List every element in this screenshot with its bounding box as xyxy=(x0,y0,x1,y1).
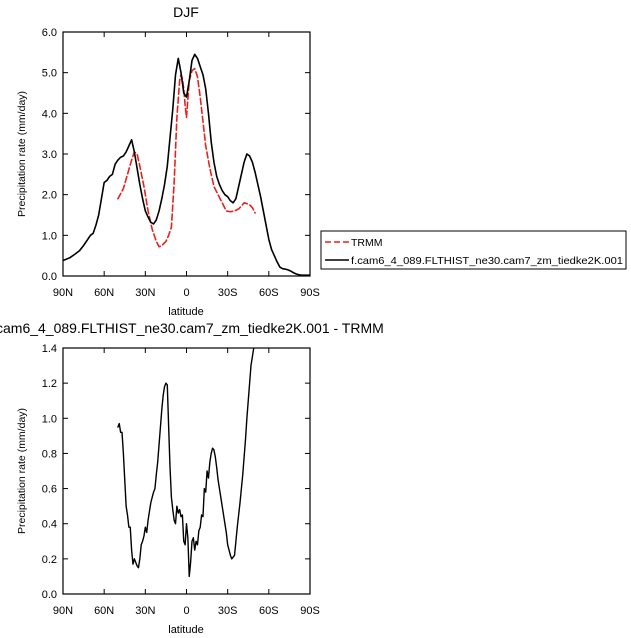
series-line-difference xyxy=(117,348,255,578)
series-line-model xyxy=(63,53,310,276)
series-line-trmm xyxy=(117,67,256,248)
y-tick-label: 4.0 xyxy=(42,108,57,120)
axes-group: 90N 60N 30N 0 30S 60S 90S 0.0 0.2 0.4 0.6 0.8 1.0 1.2… xyxy=(42,343,320,617)
x-tick-label: 60S xyxy=(259,287,279,299)
legend-label-trmm: TRMM xyxy=(351,237,383,249)
x-tick-label: 60S xyxy=(259,605,279,617)
legend-box xyxy=(320,230,627,270)
y-tick-label: 1.4 xyxy=(42,343,57,355)
chart-panel-bottom: f.cam6_4_089.FLTHIST_ne30.cam7_zm_tiedke… xyxy=(0,320,384,636)
y-tick-label: 1.0 xyxy=(42,413,57,425)
chart-title-difference: f.cam6_4_089.FLTHIST_ne30.cam7_zm_tiedke… xyxy=(0,320,384,336)
y-axis-label: Precipitation rate (mm/day) xyxy=(16,408,28,534)
y-tick-label: 0.0 xyxy=(42,271,57,283)
chart-panel-top: DJF 90N 60N 30N 0 30S 60S 90S 0.0 1.0 2.0 3.0 4.0 5.… xyxy=(16,4,320,318)
plot-frame xyxy=(62,31,311,277)
x-tick-label: 30N xyxy=(135,605,155,617)
x-axis-label: latitude xyxy=(168,624,203,636)
x-tick-label: 60N xyxy=(94,605,114,617)
y-tick-label: 5.0 xyxy=(42,68,57,80)
y-tick-label: 3.0 xyxy=(42,149,57,161)
y-tick-label: 1.0 xyxy=(42,230,57,242)
y-tick-label: 0.2 xyxy=(42,554,57,566)
axes-group: 90N 60N 30N 0 30S 60S 90S 0.0 1.0 2.0 3.0 4.0 5.0 6.0 xyxy=(42,27,320,299)
y-axis-label: Precipitation rate (mm/day) xyxy=(16,91,28,217)
y-tick-label: 2.0 xyxy=(42,190,57,202)
y-tick-label: 6.0 xyxy=(42,27,57,39)
series-group xyxy=(63,53,310,276)
y-tick-label: 0.8 xyxy=(42,448,57,460)
y-tick-label: 0.6 xyxy=(42,484,57,496)
x-tick-label: 60N xyxy=(94,287,114,299)
chart-title: DJF xyxy=(173,4,199,20)
x-tick-label: 90N xyxy=(53,605,73,617)
x-tick-label: 30S xyxy=(218,605,238,617)
x-tick-label: 0 xyxy=(183,287,189,299)
y-tick-label: 0.4 xyxy=(42,519,57,531)
x-tick-label: 90N xyxy=(53,287,73,299)
x-tick-label: 90S xyxy=(300,605,320,617)
x-tick-label: 30S xyxy=(218,287,238,299)
x-tick-label: 0 xyxy=(183,605,189,617)
y-tick-label: 0.0 xyxy=(42,589,57,601)
legend-label-model: f.cam6_4_089.FLTHIST_ne30.cam7_zm_tiedke… xyxy=(351,255,623,267)
x-axis-label: latitude xyxy=(168,306,203,318)
series-group xyxy=(117,348,255,578)
x-tick-label: 30N xyxy=(135,287,155,299)
plot-frame xyxy=(62,347,311,595)
legend: TRMM f.cam6_4_089.FLTHIST_ne30.cam7_zm_t… xyxy=(320,230,627,270)
y-tick-label: 1.2 xyxy=(42,378,57,390)
x-tick-label: 90S xyxy=(300,287,320,299)
